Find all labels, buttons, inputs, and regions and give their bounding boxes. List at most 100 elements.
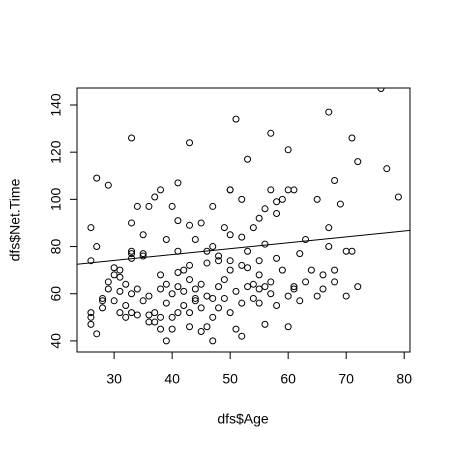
point (273, 254, 281, 262)
y-tick-label: 80 (48, 239, 64, 255)
point (157, 271, 165, 279)
point (261, 240, 269, 248)
point (122, 313, 130, 321)
point (93, 243, 101, 251)
point (145, 292, 153, 300)
point (348, 134, 356, 142)
y-tick-label: 120 (48, 140, 64, 164)
point (249, 294, 257, 302)
point (180, 302, 188, 310)
x-tick-label: 60 (280, 371, 296, 387)
point (209, 202, 217, 210)
point (151, 193, 159, 201)
regression-line (77, 229, 410, 265)
point (342, 247, 350, 255)
point (226, 309, 234, 317)
point (319, 271, 327, 279)
point (220, 224, 228, 232)
point (238, 233, 246, 241)
point (116, 287, 124, 295)
point (232, 115, 240, 123)
point (104, 285, 112, 293)
point (197, 280, 205, 288)
plot-area (77, 88, 410, 345)
point (145, 318, 153, 326)
point (215, 252, 223, 260)
point (226, 266, 234, 274)
point (290, 283, 298, 291)
x-tick-label: 50 (222, 371, 238, 387)
point (209, 243, 217, 251)
point (116, 309, 124, 317)
point (273, 302, 281, 310)
point (209, 313, 217, 321)
point (122, 302, 130, 310)
point (215, 304, 223, 312)
point (191, 297, 199, 305)
point (87, 257, 95, 265)
point (128, 219, 136, 227)
point (261, 283, 269, 291)
point (180, 287, 188, 295)
point (139, 252, 147, 260)
point (87, 313, 95, 321)
point (209, 294, 217, 302)
point (87, 309, 95, 317)
point (302, 235, 310, 243)
y-tick-label: 140 (48, 93, 64, 117)
point (348, 247, 356, 255)
point (232, 325, 240, 333)
point (145, 202, 153, 210)
point (133, 202, 141, 210)
point (110, 264, 118, 272)
point (157, 325, 165, 333)
point (313, 292, 321, 300)
point (128, 247, 136, 255)
point (255, 271, 263, 279)
point (128, 309, 136, 317)
point (197, 219, 205, 227)
point (93, 330, 101, 338)
point (331, 176, 339, 184)
point (174, 179, 182, 187)
x-tick-label: 40 (164, 371, 180, 387)
point (203, 259, 211, 267)
point (284, 186, 292, 194)
point (186, 261, 194, 269)
point (238, 332, 246, 340)
point (162, 299, 170, 307)
point (215, 257, 223, 265)
point (325, 243, 333, 251)
point (104, 181, 112, 189)
point (232, 287, 240, 295)
point (273, 198, 281, 206)
point (128, 250, 136, 258)
point (128, 134, 136, 142)
point (244, 283, 252, 291)
point (157, 285, 165, 293)
point (197, 327, 205, 335)
point (116, 273, 124, 281)
point (151, 309, 159, 317)
point (331, 266, 339, 274)
point (174, 217, 182, 225)
point (255, 285, 263, 293)
point (313, 195, 321, 203)
point (325, 224, 333, 232)
point (139, 231, 147, 239)
point (116, 266, 124, 274)
point (249, 280, 257, 288)
point (151, 318, 159, 326)
point (296, 250, 304, 258)
point (174, 283, 182, 291)
point (87, 224, 95, 232)
point (325, 108, 333, 116)
point (244, 247, 252, 255)
point (354, 158, 362, 166)
point (157, 313, 165, 321)
point (203, 292, 211, 300)
point (319, 285, 327, 293)
point (336, 200, 344, 208)
point (197, 304, 205, 312)
